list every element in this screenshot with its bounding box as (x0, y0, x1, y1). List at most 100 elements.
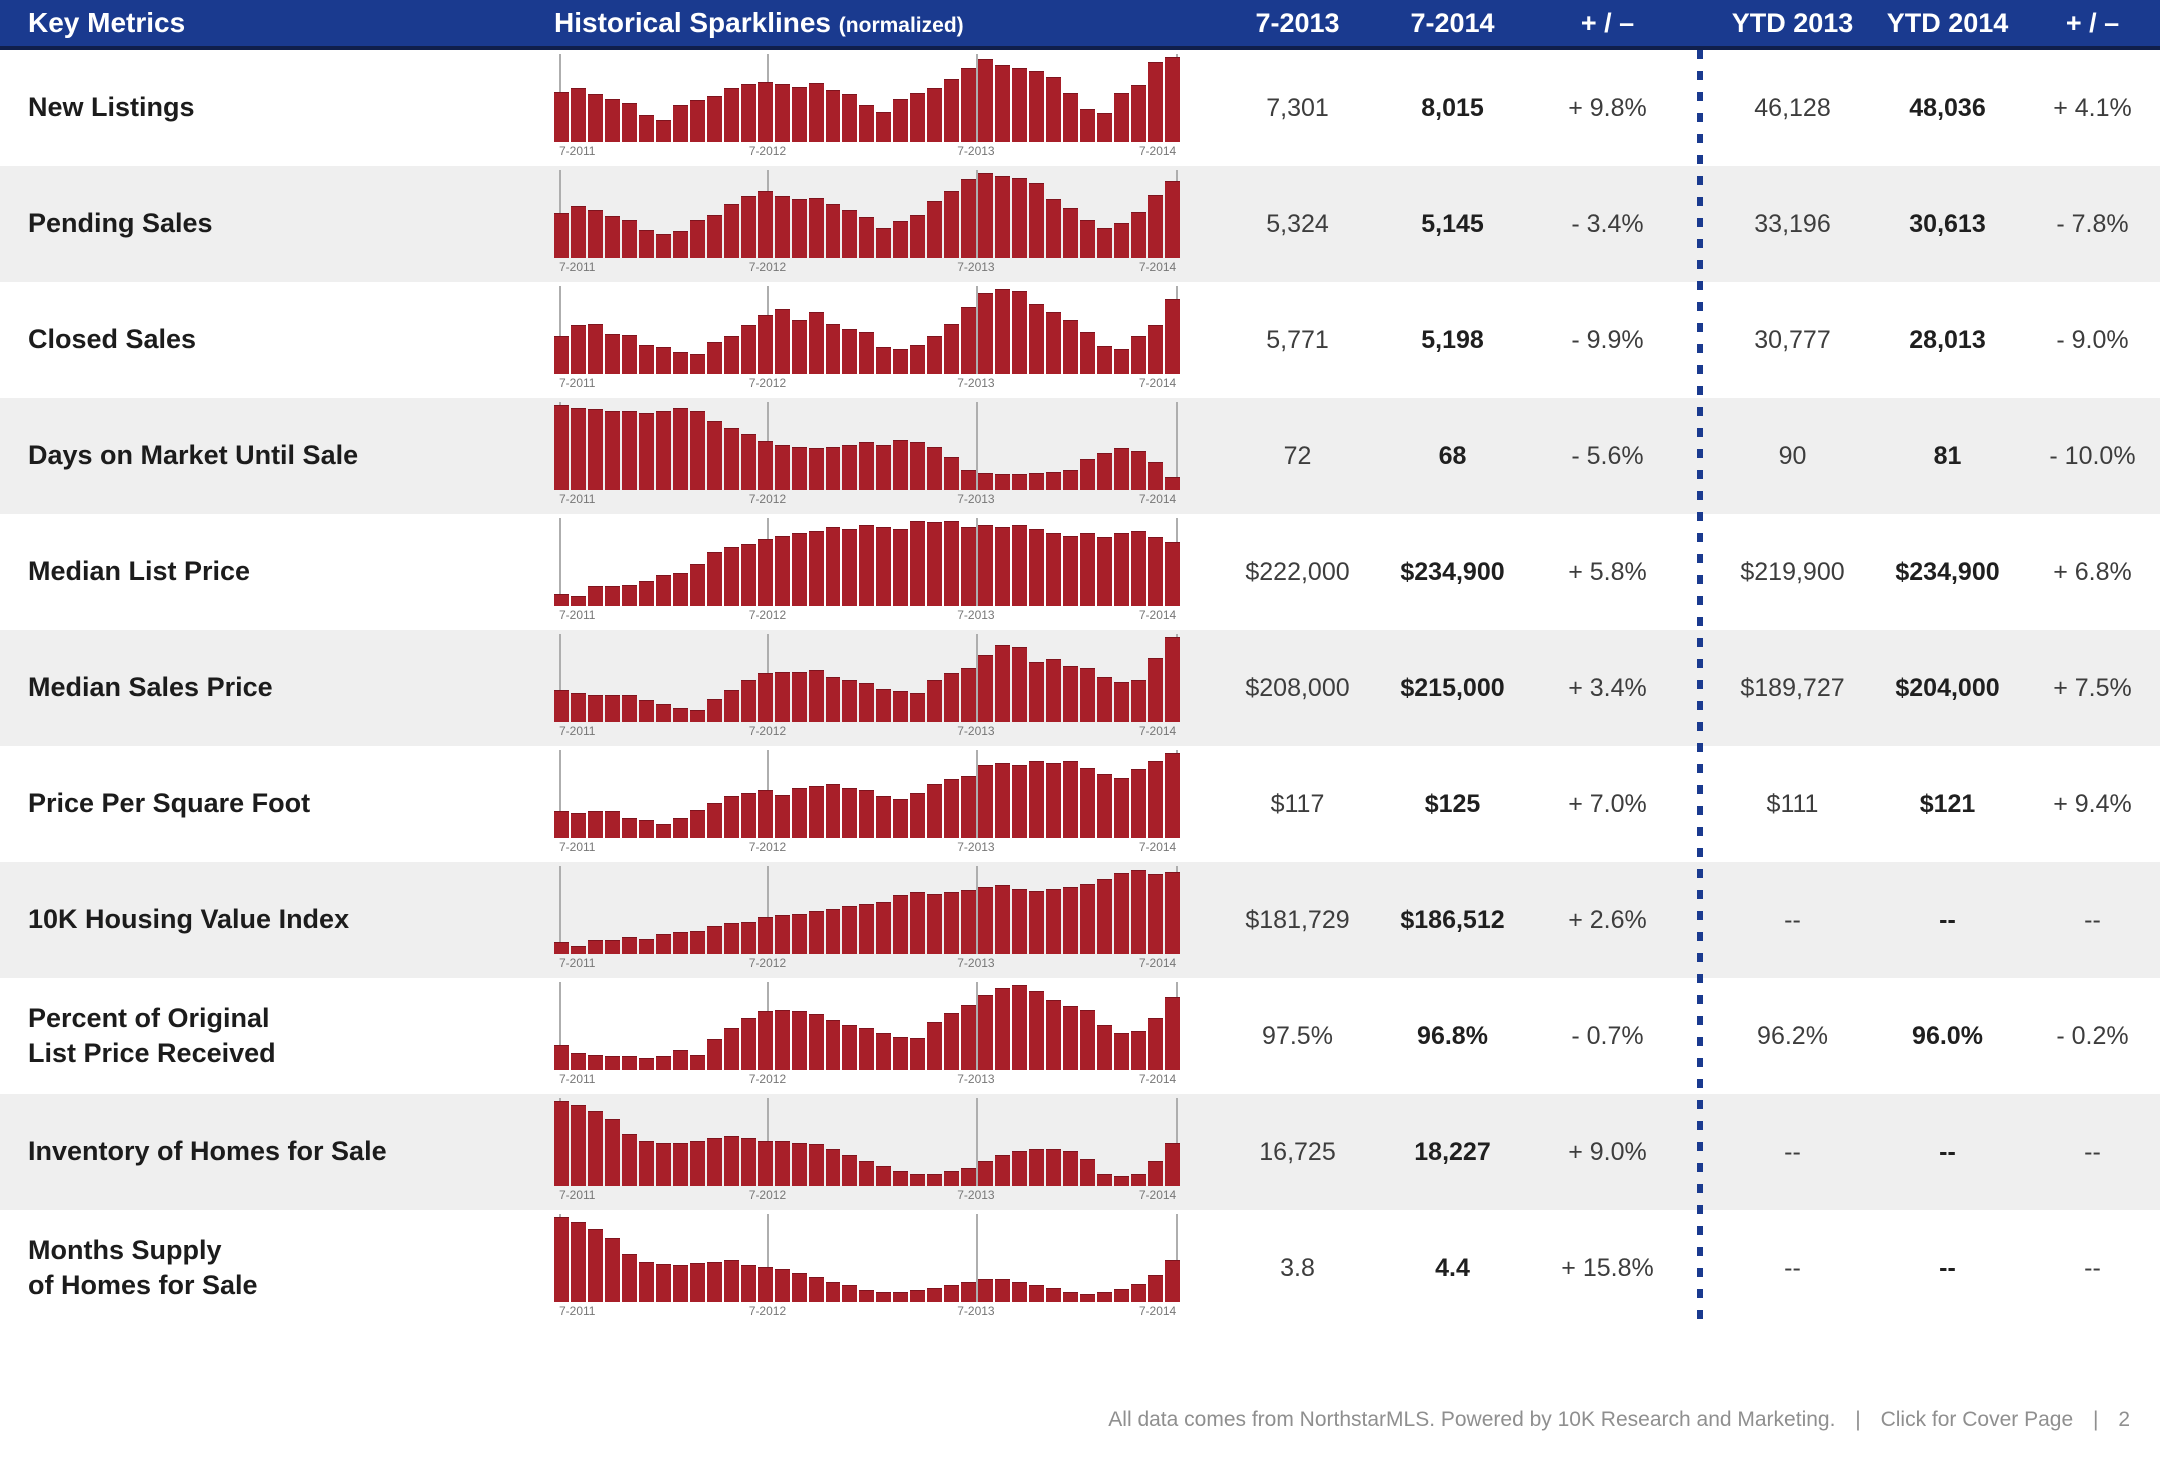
sparkline: 7-2011 7-2012 7-2013 7-2014 (554, 981, 1180, 1087)
value-ytd-2013: 96.2% (1757, 1021, 1828, 1050)
value-ytd-change: + 9.4% (2053, 789, 2132, 818)
value-change: + 7.0% (1568, 789, 1647, 818)
metric-label: Median List Price (28, 556, 251, 587)
value-7-2013: $222,000 (1245, 557, 1350, 586)
metric-label: 10K Housing Value Index (28, 904, 350, 935)
table-row-median-list-price: Median List Price 7-2011 7-2012 7-2013 7-20… (0, 514, 2160, 630)
value-7-2014: 96.8% (1417, 1021, 1488, 1050)
value-7-2013: $181,729 (1245, 905, 1350, 934)
table-row-new-listings: New Listings 7-2011 7-2012 7-2013 7-2014 7,… (0, 50, 2160, 166)
value-7-2014: 5,145 (1421, 209, 1484, 238)
value-ytd-2013: $219,900 (1740, 557, 1845, 586)
value-7-2014: 8,015 (1421, 93, 1484, 122)
value-7-2014: 68 (1438, 441, 1467, 470)
value-ytd-change: -- (2084, 1253, 2101, 1282)
table-row-inventory: Inventory of Homes for Sale 7-2011 7-2012… (0, 1094, 2160, 1210)
value-ytd-change: - 9.0% (2056, 325, 2129, 354)
value-7-2014: 18,227 (1414, 1137, 1491, 1166)
metric-label: Pending Sales (28, 208, 213, 239)
table-row-months-supply: Months Supply of Homes for Sale 7-2011 7-… (0, 1210, 2160, 1326)
value-ytd-2013: $189,727 (1740, 673, 1845, 702)
sparkline: 7-2011 7-2012 7-2013 7-2014 (554, 285, 1180, 391)
value-7-2013: 7,301 (1266, 93, 1329, 122)
sparkline: 7-2011 7-2012 7-2013 7-2014 (554, 169, 1180, 275)
value-ytd-2014: $121 (1919, 789, 1976, 818)
metric-label: Days on Market Until Sale (28, 440, 359, 471)
value-change: + 9.0% (1568, 1137, 1647, 1166)
value-change: + 9.8% (1568, 93, 1647, 122)
value-ytd-2014: -- (1939, 905, 1956, 934)
value-ytd-change: + 7.5% (2053, 673, 2132, 702)
header-col-7-2013: 7-2013 (1255, 7, 1340, 38)
value-ytd-change: - 0.2% (2056, 1021, 2129, 1050)
value-ytd-2014: $204,000 (1895, 673, 2000, 702)
value-7-2014: $234,900 (1400, 557, 1505, 586)
value-ytd-2014: 81 (1933, 441, 1962, 470)
value-ytd-2014: 48,036 (1909, 93, 1986, 122)
value-change: - 3.4% (1571, 209, 1644, 238)
value-7-2013: 5,324 (1266, 209, 1329, 238)
value-ytd-2014: 28,013 (1909, 325, 1986, 354)
value-ytd-change: - 7.8% (2056, 209, 2129, 238)
value-7-2013: 5,771 (1266, 325, 1329, 354)
value-ytd-2013: 46,128 (1754, 93, 1831, 122)
header-col-change: + / – (1580, 7, 1635, 38)
footer-separator: | (1855, 1408, 1861, 1431)
value-ytd-2014: 30,613 (1909, 209, 1986, 238)
sparkline: 7-2011 7-2012 7-2013 7-2014 (554, 749, 1180, 855)
sparkline: 7-2011 7-2012 7-2013 7-2014 (554, 633, 1180, 739)
metric-label: New Listings (28, 92, 195, 123)
value-7-2013: 97.5% (1262, 1021, 1333, 1050)
value-ytd-2013: $111 (1766, 789, 1819, 818)
value-7-2014: 4.4 (1435, 1253, 1470, 1282)
value-ytd-change: + 4.1% (2053, 93, 2132, 122)
value-7-2014: $215,000 (1400, 673, 1505, 702)
value-ytd-change: + 6.8% (2053, 557, 2132, 586)
value-change: + 5.8% (1568, 557, 1647, 586)
value-7-2013: 72 (1283, 441, 1312, 470)
ytd-dotted-separator (1697, 50, 1703, 1326)
value-ytd-2014: -- (1939, 1137, 1956, 1166)
metric-label: Closed Sales (28, 324, 197, 355)
value-ytd-2014: -- (1939, 1253, 1956, 1282)
metric-label: Months Supply of Homes for Sale (28, 1234, 258, 1300)
value-ytd-change: -- (2084, 905, 2101, 934)
value-ytd-2014: 96.0% (1912, 1021, 1983, 1050)
sparkline: 7-2011 7-2012 7-2013 7-2014 (554, 401, 1180, 507)
value-ytd-change: -- (2084, 1137, 2101, 1166)
header-col-ytd-2014: YTD 2014 (1886, 7, 2009, 38)
value-ytd-2013: -- (1784, 1137, 1801, 1166)
value-change: + 15.8% (1561, 1253, 1654, 1282)
value-7-2014: $125 (1424, 789, 1481, 818)
table-row-price-per-square-foot: Price Per Square Foot 7-2011 7-2012 7-2013… (0, 746, 2160, 862)
value-change: - 5.6% (1571, 441, 1644, 470)
metric-label: Median Sales Price (28, 672, 273, 703)
table-row-pending-sales: Pending Sales 7-2011 7-2012 7-2013 7-2014 5… (0, 166, 2160, 282)
header-col-ytd-2013: YTD 2013 (1731, 7, 1854, 38)
table-row-percent-of-list-price: Percent of Original List Price Received … (0, 978, 2160, 1094)
value-ytd-change: - 10.0% (2049, 441, 2136, 470)
value-ytd-2013: -- (1784, 905, 1801, 934)
cover-page-link[interactable]: Click for Cover Page (1880, 1408, 2074, 1431)
value-ytd-2013: 33,196 (1754, 209, 1831, 238)
header-sparklines: Historical Sparklines (normalized) (540, 7, 1220, 39)
table-row-closed-sales: Closed Sales 7-2011 7-2012 7-2013 7-2014 5,… (0, 282, 2160, 398)
sparkline: 7-2011 7-2012 7-2013 7-2014 (554, 1097, 1180, 1203)
header-sparklines-title: Historical Sparklines (554, 7, 832, 38)
value-change: - 0.7% (1571, 1021, 1644, 1050)
header-sparklines-note: (normalized) (838, 14, 964, 37)
sparkline: 7-2011 7-2012 7-2013 7-2014 (554, 865, 1180, 971)
value-change: + 3.4% (1568, 673, 1647, 702)
sparkline: 7-2011 7-2012 7-2013 7-2014 (554, 1213, 1180, 1319)
value-ytd-2013: -- (1784, 1253, 1801, 1282)
footer-separator: | (2093, 1408, 2099, 1431)
value-ytd-2014: $234,900 (1895, 557, 2000, 586)
sparkline: 7-2011 7-2012 7-2013 7-2014 (554, 517, 1180, 623)
page-footer: All data comes from NorthstarMLS. Powere… (1108, 1408, 2130, 1432)
value-7-2013: 3.8 (1280, 1253, 1315, 1282)
table-row-days-on-market: Days on Market Until Sale 7-2011 7-2012 7-… (0, 398, 2160, 514)
value-ytd-2013: 90 (1778, 441, 1807, 470)
value-change: - 9.9% (1571, 325, 1644, 354)
value-change: + 2.6% (1568, 905, 1647, 934)
value-7-2013: $117 (1270, 789, 1325, 818)
